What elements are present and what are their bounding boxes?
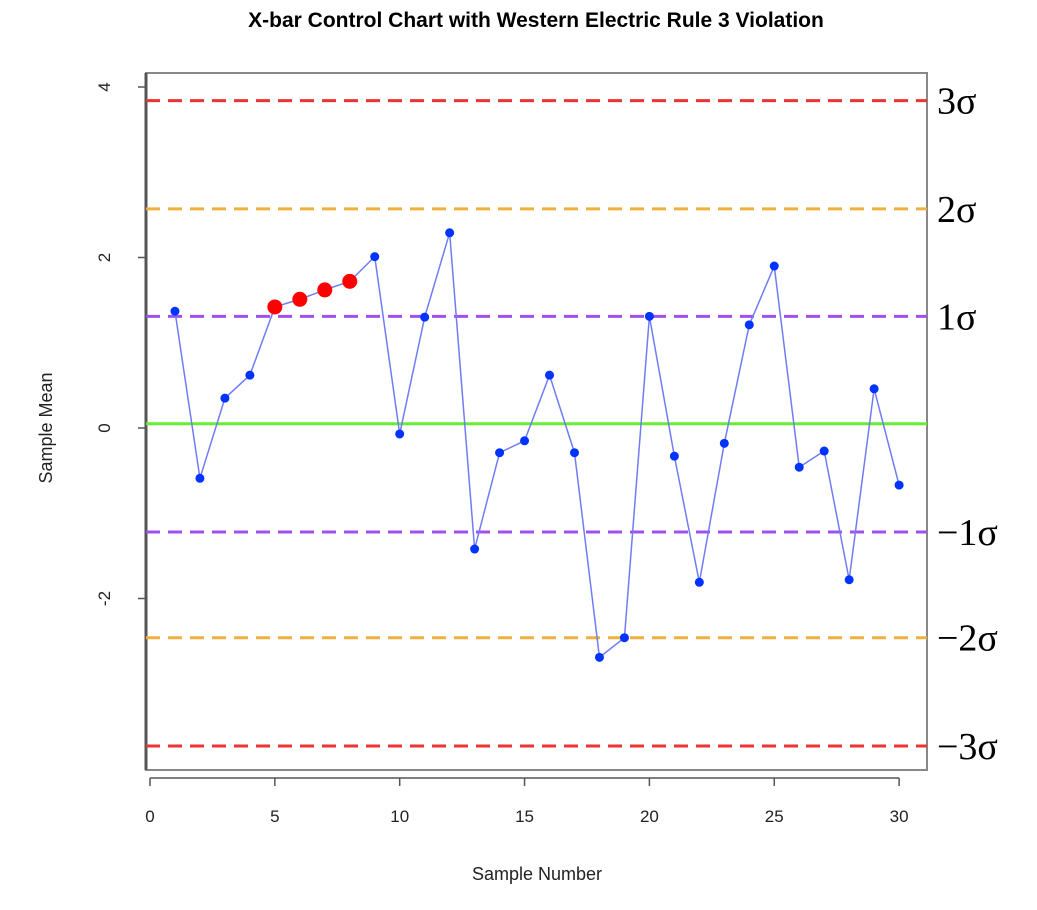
data-point	[220, 393, 230, 403]
sigma-label: −2σ	[937, 618, 998, 660]
data-point	[894, 480, 904, 490]
data-point	[195, 473, 205, 483]
data-point	[445, 228, 455, 238]
plot-frame	[145, 72, 928, 771]
data-point	[619, 633, 629, 643]
y-tick-label: 4	[95, 82, 114, 91]
data-point	[470, 544, 480, 554]
y-tick-label: 0	[95, 423, 114, 432]
x-axis-label: Sample Number	[472, 864, 602, 884]
x-tick-label: 10	[390, 807, 409, 826]
data-point	[569, 448, 579, 458]
x-tick-label: 15	[515, 807, 534, 826]
data-point	[744, 320, 754, 330]
data-point	[719, 438, 729, 448]
data-point	[420, 312, 430, 322]
x-tick-label: 0	[145, 807, 154, 826]
violation-point	[267, 299, 283, 315]
y-axis-label: Sample Mean	[36, 372, 56, 483]
y-tick-label: -2	[95, 591, 114, 606]
data-point	[669, 451, 679, 461]
data-point	[594, 652, 604, 662]
sigma-label: 1σ	[937, 296, 976, 338]
x-tick-label: 5	[270, 807, 279, 826]
data-point	[170, 306, 180, 316]
data-point	[694, 577, 704, 587]
data-point	[644, 311, 654, 321]
data-point	[545, 370, 555, 380]
violation-point	[317, 282, 333, 298]
sigma-label: −3σ	[937, 726, 998, 768]
sigma-label: −1σ	[937, 512, 998, 554]
sigma-label: 3σ	[937, 81, 976, 123]
data-point	[769, 261, 779, 271]
violation-point	[342, 273, 358, 289]
violation-point	[292, 291, 308, 307]
data-point	[370, 252, 380, 262]
data-point	[844, 575, 854, 585]
data-point	[869, 384, 879, 394]
sigma-label: 2σ	[937, 189, 976, 231]
chart-title: X-bar Control Chart with Western Electri…	[248, 9, 824, 32]
x-tick-label: 30	[890, 807, 909, 826]
series-line	[174, 232, 900, 659]
data-point	[819, 446, 829, 456]
data-point	[395, 429, 405, 439]
x-tick-label: 25	[765, 807, 784, 826]
data-point	[495, 448, 505, 458]
data-point	[245, 370, 255, 380]
data-point	[794, 462, 804, 472]
x-tick-label: 20	[640, 807, 659, 826]
y-tick-label: 2	[95, 253, 114, 262]
data-point	[520, 436, 530, 446]
